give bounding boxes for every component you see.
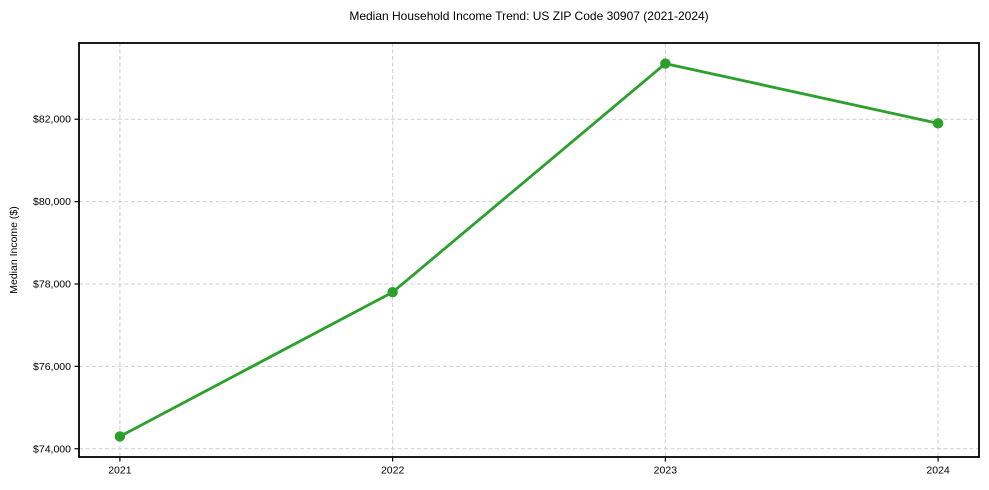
y-tick-label: $74,000	[33, 443, 71, 455]
y-tick-label: $80,000	[33, 196, 71, 208]
y-tick-label: $76,000	[33, 361, 71, 373]
data-point-marker	[114, 431, 126, 442]
y-tick-label: $82,000	[33, 114, 71, 126]
x-tick-label: 2022	[381, 465, 405, 477]
chart-title: Median Household Income Trend: US ZIP Co…	[349, 9, 709, 23]
data-line	[118, 62, 940, 438]
x-tick-label: 2021	[108, 465, 132, 477]
data-point-marker	[932, 118, 944, 129]
y-tick-label: $78,000	[33, 278, 71, 290]
x-tick-label: 2023	[654, 465, 678, 477]
plot-frame	[78, 42, 980, 458]
data-point-marker	[660, 58, 671, 69]
x-tick-label: 2024	[926, 465, 950, 477]
data-point-marker	[387, 287, 398, 298]
